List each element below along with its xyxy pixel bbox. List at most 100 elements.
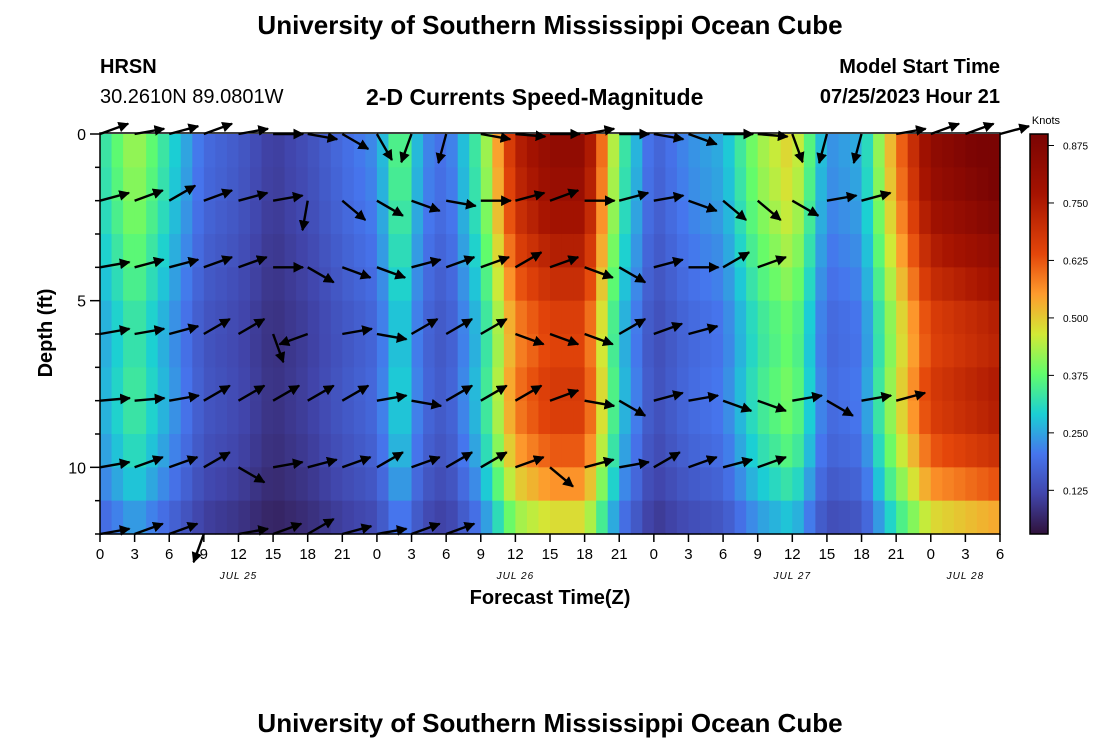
heat-cell	[976, 267, 990, 302]
heat-cell	[861, 167, 874, 202]
heat-cell	[919, 467, 932, 502]
heat-cell	[319, 134, 332, 168]
current-vector	[514, 455, 545, 469]
heat-cell	[226, 467, 240, 502]
heat-cell	[423, 467, 436, 502]
heat-cell	[146, 200, 159, 235]
heat-cell	[746, 400, 759, 435]
heat-cell	[123, 400, 136, 435]
heat-cell	[307, 134, 320, 168]
heat-cell	[861, 500, 874, 535]
heat-cell	[873, 267, 886, 302]
heat-cell	[942, 334, 955, 368]
heat-cell	[919, 200, 932, 235]
heat-cell	[688, 267, 701, 302]
heat-cell	[480, 234, 493, 268]
current-vector	[653, 390, 684, 402]
heat-cell	[769, 367, 782, 402]
heat-cell	[907, 500, 920, 535]
current-vector	[653, 191, 685, 203]
heat-cell	[919, 400, 932, 435]
heat-cell	[169, 300, 182, 335]
current-vector	[826, 191, 858, 203]
x-tick-label: 18	[576, 546, 593, 563]
heat-cell	[607, 267, 620, 302]
heat-cell	[884, 334, 897, 368]
heat-cell	[896, 367, 909, 402]
current-vector	[134, 325, 166, 336]
heat-cell	[446, 467, 459, 502]
heat-cell	[919, 234, 932, 268]
heat-cell	[400, 200, 413, 235]
heat-cell	[746, 467, 759, 502]
heat-cell	[226, 267, 240, 302]
heat-cell	[630, 367, 643, 402]
heat-cell	[688, 400, 701, 435]
current-vector	[307, 517, 335, 536]
heat-cell	[123, 367, 136, 402]
heat-cell	[596, 467, 609, 502]
heat-cell	[538, 334, 551, 368]
heat-cell	[803, 134, 816, 168]
heat-cell	[123, 200, 136, 235]
heat-cell	[157, 500, 170, 535]
heat-cell	[573, 167, 586, 202]
heat-cell	[538, 367, 551, 402]
heat-cell	[388, 134, 401, 168]
heat-cell	[642, 167, 655, 202]
heat-cell	[711, 200, 724, 235]
heat-cell	[169, 234, 182, 268]
heat-cell	[100, 134, 113, 168]
heat-cell	[480, 434, 493, 468]
heat-cell	[492, 367, 505, 402]
heat-cell	[896, 200, 909, 235]
heat-cell	[953, 400, 966, 435]
heat-cell	[157, 267, 170, 302]
heat-cell	[169, 500, 182, 535]
heat-cell	[400, 400, 413, 435]
heat-cell	[584, 267, 597, 302]
heat-cell	[919, 434, 932, 468]
heat-cell	[261, 167, 274, 202]
heat-cell	[711, 400, 724, 435]
heat-cell	[203, 167, 216, 202]
heat-cell	[365, 167, 378, 202]
heat-cell	[284, 367, 297, 402]
heat-cell	[261, 267, 274, 302]
heat-cell	[215, 267, 228, 302]
heat-cell	[100, 334, 113, 368]
heat-cell	[388, 434, 401, 468]
heat-cell	[238, 434, 251, 468]
heat-cell	[965, 434, 978, 468]
heat-cell	[411, 200, 424, 235]
heat-cell	[365, 200, 378, 235]
heat-cell	[942, 367, 955, 402]
heat-cell	[734, 167, 747, 202]
heat-cell	[826, 367, 840, 402]
heat-cell	[480, 167, 493, 202]
heat-cell	[515, 500, 528, 535]
model-start-label: Model Start Time	[839, 56, 1000, 78]
current-vector	[238, 525, 270, 536]
heat-cell	[873, 400, 886, 435]
heat-cell	[619, 334, 632, 368]
heat-cell	[642, 367, 655, 402]
heat-cell	[930, 134, 943, 168]
heat-cell	[988, 234, 1001, 268]
heat-cell	[146, 134, 159, 168]
heat-cell	[342, 134, 355, 168]
heat-cell	[688, 200, 701, 235]
heat-cell	[826, 467, 840, 502]
heat-cell	[411, 400, 424, 435]
heat-cell	[653, 400, 666, 435]
x-tick-label: 0	[927, 546, 935, 563]
heat-cell	[330, 167, 343, 202]
heat-cell	[942, 167, 955, 202]
current-vector	[341, 199, 367, 221]
current-vector	[549, 466, 574, 488]
current-vector	[341, 132, 370, 151]
current-vector	[307, 132, 339, 143]
heat-cell	[192, 434, 205, 468]
heat-cell	[330, 367, 343, 402]
heat-cell	[780, 400, 793, 435]
